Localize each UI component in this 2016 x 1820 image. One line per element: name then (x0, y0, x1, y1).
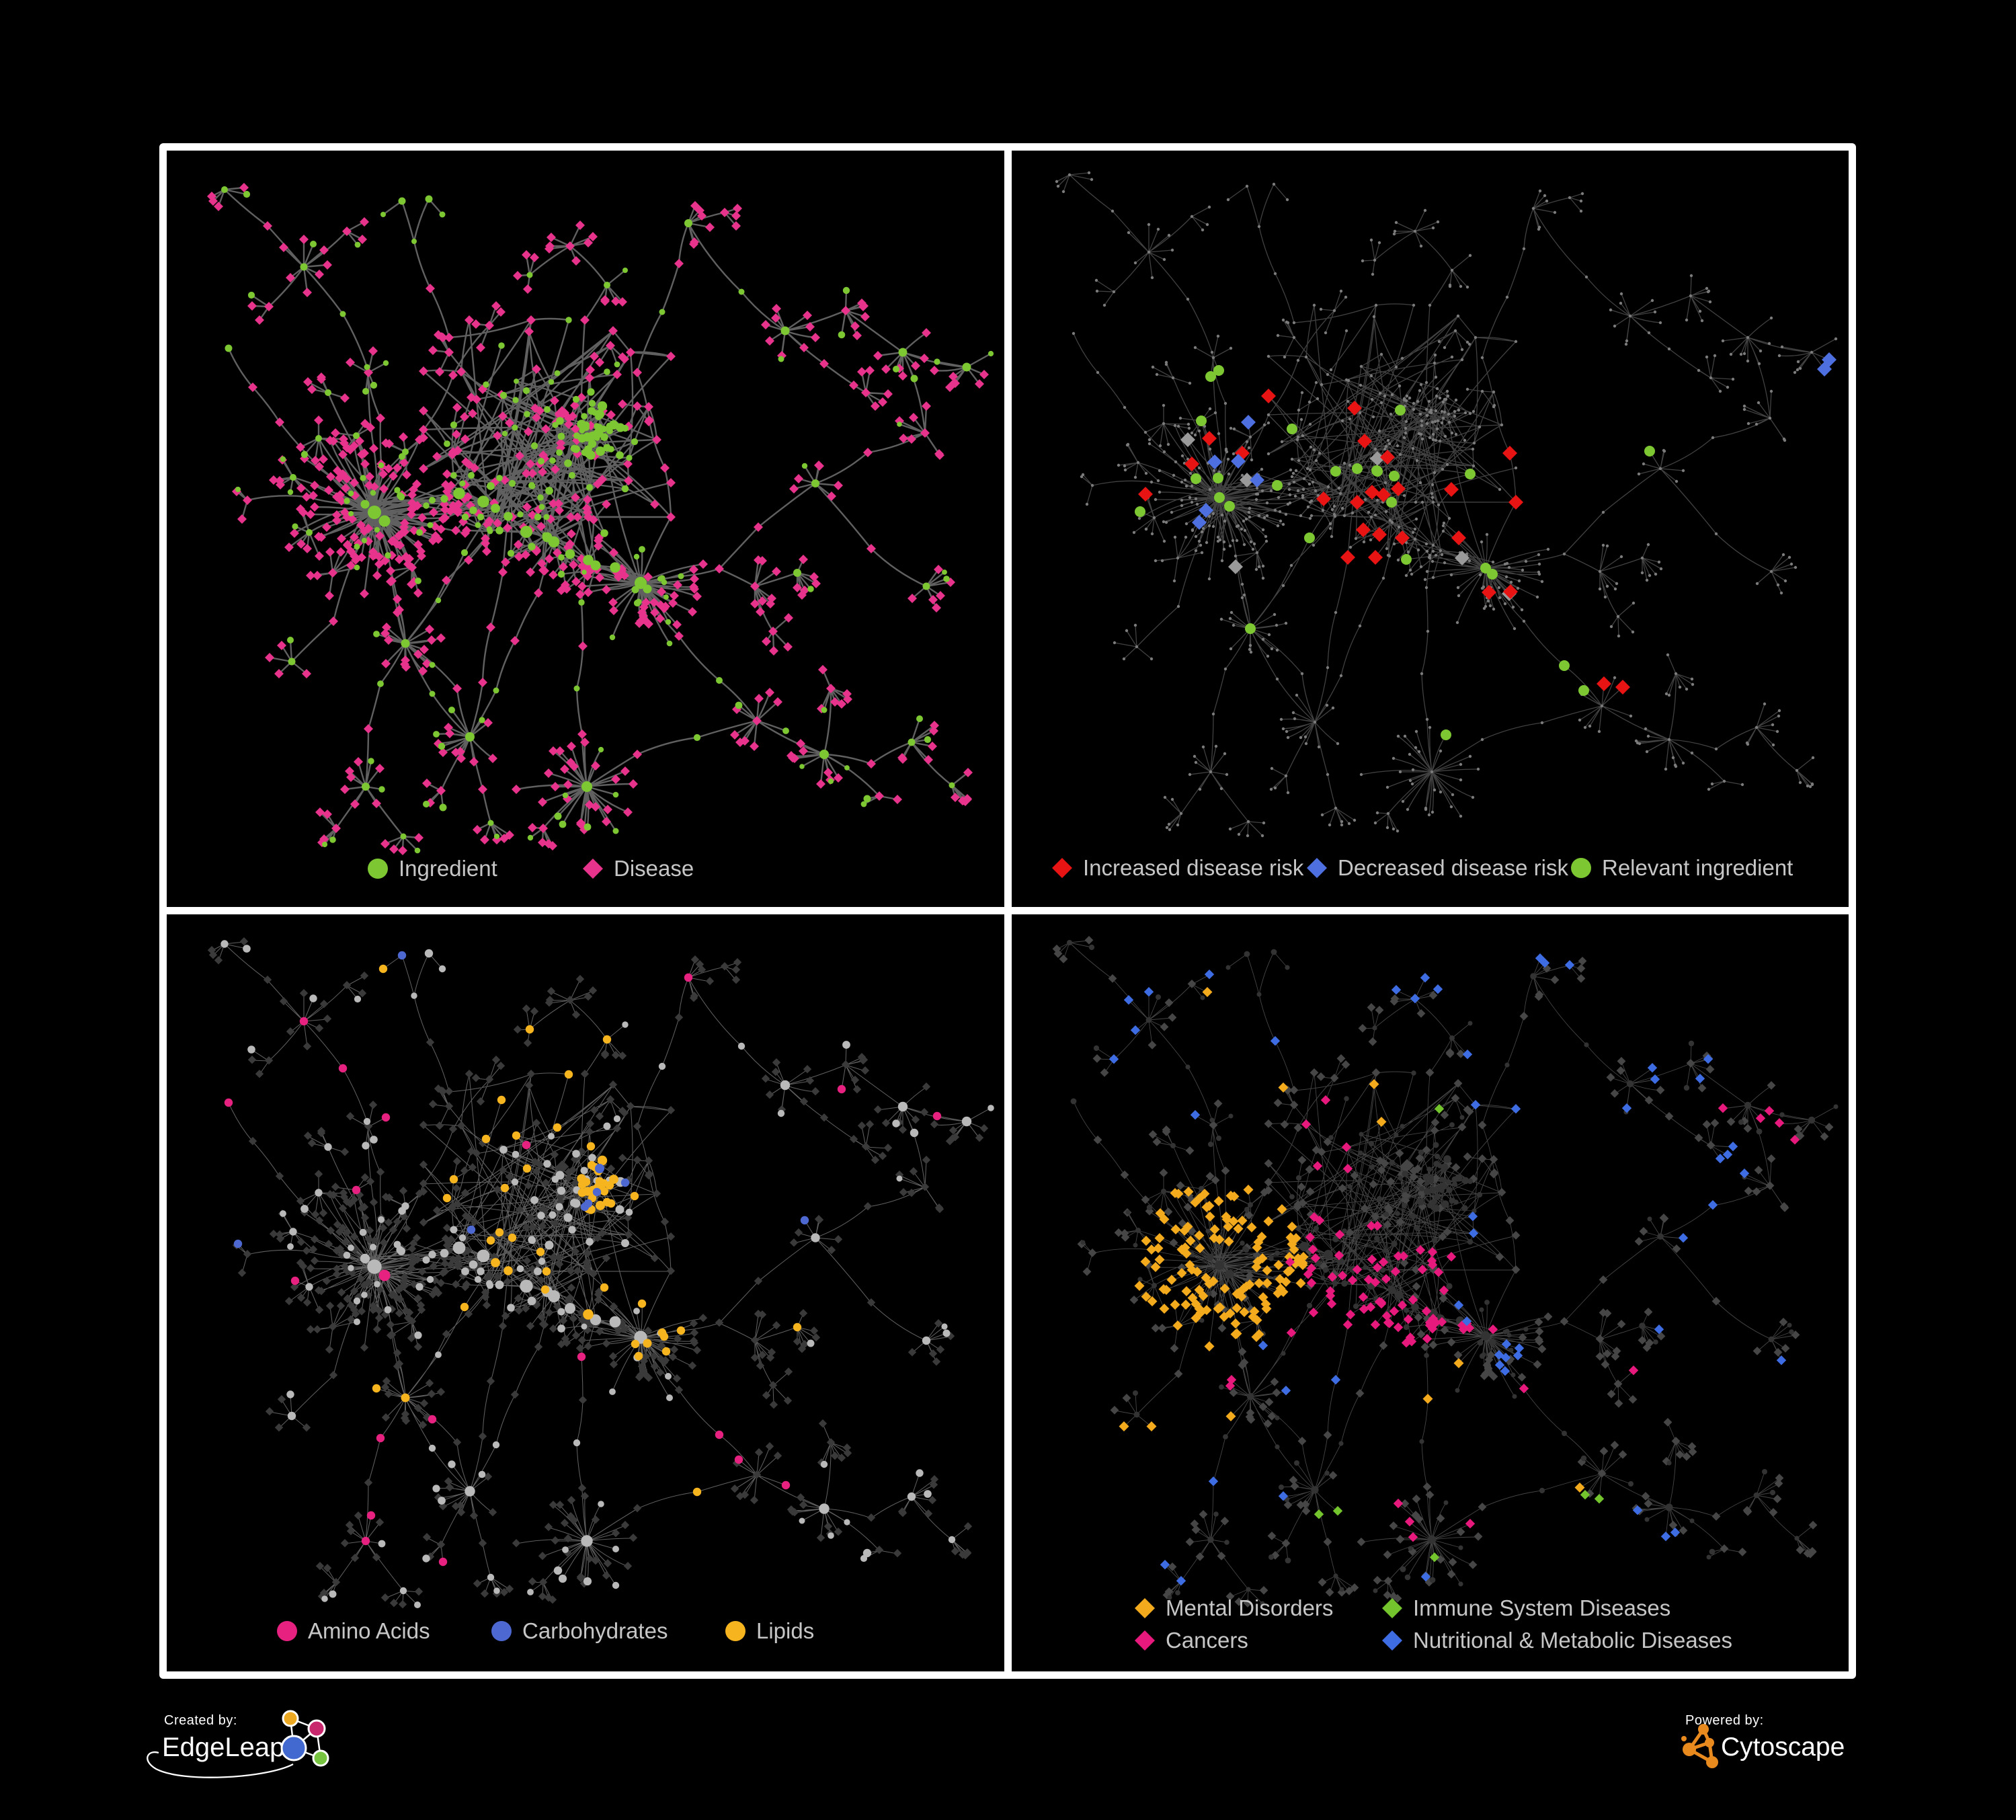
svg-text:Cancers: Cancers (1166, 1628, 1248, 1653)
svg-text:Mental Disorders: Mental Disorders (1166, 1595, 1333, 1620)
svg-text:Lipids: Lipids (756, 1618, 814, 1643)
svg-text:Created by:: Created by: (164, 1713, 237, 1728)
svg-text:Powered by:: Powered by: (1685, 1713, 1764, 1728)
svg-text:Relevant ingredient: Relevant ingredient (1602, 855, 1793, 880)
svg-text:Amino Acids: Amino Acids (308, 1618, 430, 1643)
svg-text:EdgeLeap: EdgeLeap (162, 1733, 284, 1762)
svg-text:Cytoscape: Cytoscape (1721, 1733, 1845, 1762)
svg-text:Carbohydrates: Carbohydrates (522, 1618, 668, 1643)
svg-text:Immune System Diseases: Immune System Diseases (1413, 1595, 1670, 1620)
svg-text:Disease: Disease (614, 856, 694, 881)
svg-text:Ingredient: Ingredient (399, 856, 497, 881)
svg-text:Decreased disease risk: Decreased disease risk (1338, 855, 1568, 880)
svg-text:Increased disease risk: Increased disease risk (1083, 855, 1304, 880)
svg-text:Nutritional & Metabolic Diseas: Nutritional & Metabolic Diseases (1413, 1628, 1732, 1653)
